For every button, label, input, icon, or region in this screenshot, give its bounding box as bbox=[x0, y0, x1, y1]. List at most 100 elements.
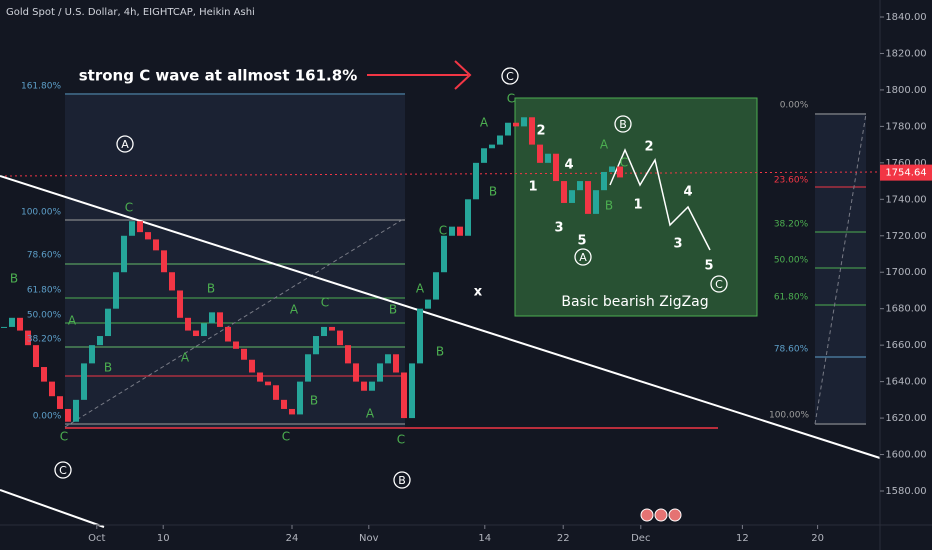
candle bbox=[569, 190, 575, 203]
fib-label: 61.80% bbox=[27, 286, 62, 296]
candle bbox=[337, 330, 343, 346]
sub-wave-label: A bbox=[600, 138, 609, 152]
sub-wave-label: B bbox=[605, 199, 613, 213]
candle bbox=[553, 153, 559, 182]
wave-label: B bbox=[398, 474, 406, 487]
sub-wave-label: C bbox=[439, 224, 447, 238]
wave-number: 1 bbox=[633, 198, 642, 213]
candle bbox=[353, 363, 359, 382]
sub-wave-label: B bbox=[10, 272, 18, 286]
sub-wave-label: B bbox=[436, 345, 444, 359]
y-tick-label: 1700.00 bbox=[885, 267, 926, 278]
fib-label: 161.80% bbox=[21, 82, 61, 92]
candle bbox=[521, 117, 527, 127]
annotation: Basic bearish ZigZag bbox=[561, 294, 708, 310]
candle bbox=[153, 239, 159, 251]
sub-wave-label: C bbox=[321, 296, 329, 310]
candle bbox=[609, 166, 615, 172]
candle bbox=[537, 144, 543, 163]
y-tick-label: 1640.00 bbox=[885, 377, 926, 388]
y-tick-label: 1720.00 bbox=[885, 231, 926, 242]
flags bbox=[640, 508, 682, 522]
candle bbox=[393, 354, 399, 373]
price-tag bbox=[880, 164, 932, 181]
wave-number: 3 bbox=[673, 237, 682, 252]
candle bbox=[465, 199, 471, 236]
projection-path bbox=[609, 148, 711, 251]
sub-wave-label: C bbox=[620, 156, 628, 170]
fib-label: 38.20% bbox=[27, 335, 62, 345]
candle bbox=[473, 162, 479, 200]
x-tick-label: Nov bbox=[359, 533, 379, 544]
y-tick-label: 1840.00 bbox=[885, 12, 926, 23]
candle bbox=[321, 326, 327, 337]
x-tick-label: 14 bbox=[478, 533, 491, 544]
fib-label: 38.20% bbox=[774, 220, 809, 230]
wave-label: A bbox=[121, 138, 129, 151]
wave-label: C bbox=[506, 70, 514, 83]
candle bbox=[201, 323, 207, 337]
wave-circle bbox=[501, 67, 519, 85]
candle bbox=[145, 232, 151, 240]
sub-wave-label: B bbox=[104, 361, 112, 375]
sub-wave-label: B bbox=[489, 185, 497, 199]
candle bbox=[73, 399, 79, 422]
candle bbox=[113, 272, 119, 309]
candle bbox=[489, 144, 495, 149]
candle bbox=[193, 330, 199, 337]
candle bbox=[209, 312, 215, 324]
last-price-line bbox=[0, 171, 881, 177]
zigzag-box bbox=[514, 97, 758, 317]
sub-wave-label: B bbox=[389, 303, 397, 317]
y-tick-label: 1760.00 bbox=[885, 158, 926, 169]
wave-circle bbox=[116, 135, 134, 153]
wave-number: 1 bbox=[528, 180, 537, 195]
sub-wave-label: C bbox=[60, 430, 68, 444]
x-tick-label: Dec bbox=[631, 533, 650, 544]
wave-number: 4 bbox=[564, 158, 573, 173]
y-tick-label: 1580.00 bbox=[885, 486, 926, 497]
wave-label: A bbox=[579, 251, 587, 264]
candle bbox=[105, 308, 111, 337]
candle bbox=[1, 326, 7, 328]
x-tick-label: 22 bbox=[557, 533, 570, 544]
candle bbox=[433, 272, 439, 300]
fib-label: 78.60% bbox=[774, 345, 809, 355]
y-tick-label: 1660.00 bbox=[885, 340, 926, 351]
candle bbox=[17, 317, 23, 331]
fib-label: 78.60% bbox=[27, 251, 62, 261]
sub-wave-label: A bbox=[290, 303, 299, 317]
fib-label: 0.00% bbox=[33, 412, 62, 422]
wave-number: 3 bbox=[554, 221, 563, 236]
chart-title: Gold Spot / U.S. Dollar, 4h, EIGHTCAP, H… bbox=[6, 7, 255, 18]
candle bbox=[577, 181, 583, 191]
trend-line bbox=[0, 489, 105, 528]
event-flag bbox=[654, 508, 668, 522]
x-tick-label: 20 bbox=[811, 533, 824, 544]
fib-label: 100.00% bbox=[769, 411, 809, 421]
candle bbox=[545, 153, 551, 163]
candle bbox=[129, 221, 135, 236]
candle bbox=[305, 354, 311, 382]
price-tag-label: 1754.64 bbox=[885, 168, 926, 179]
candle bbox=[497, 135, 503, 145]
sub-wave-label: B bbox=[310, 394, 318, 408]
candle bbox=[585, 181, 591, 214]
sub-wave-label: A bbox=[366, 407, 375, 421]
candle bbox=[81, 363, 87, 400]
candle bbox=[177, 290, 183, 318]
candle bbox=[377, 363, 383, 382]
candle bbox=[25, 330, 31, 346]
y-tick-label: 1680.00 bbox=[885, 304, 926, 315]
trend-line bbox=[0, 175, 881, 459]
x-tick-label: 10 bbox=[157, 533, 170, 544]
candle bbox=[297, 381, 303, 415]
candle bbox=[289, 408, 295, 415]
candle bbox=[409, 363, 415, 419]
candle bbox=[65, 408, 71, 422]
fib-label: 0.00% bbox=[780, 101, 809, 111]
candle bbox=[449, 226, 455, 236]
wave-circle bbox=[54, 461, 72, 479]
candle bbox=[561, 181, 567, 203]
